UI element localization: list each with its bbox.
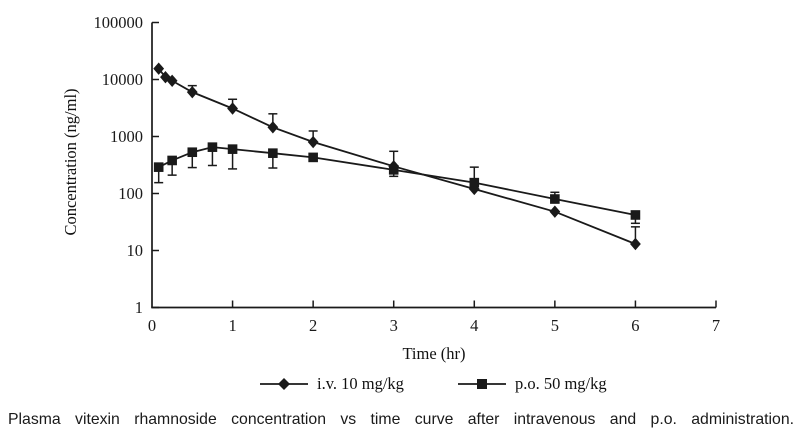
legend-label-po: p.o. 50 mg/kg	[514, 374, 607, 393]
x-axis-title: Time (hr)	[402, 344, 466, 363]
legend-item-po: p.o. 50 mg/kg	[457, 374, 607, 394]
diamond-marker	[227, 102, 238, 115]
legend-label-iv: i.v. 10 mg/kg	[317, 374, 404, 393]
square-marker	[388, 165, 399, 175]
y-tick-label: 100000	[94, 13, 144, 32]
diamond-marker	[630, 237, 641, 251]
y-tick-label: 10	[127, 241, 144, 260]
square-marker	[268, 148, 278, 158]
square-marker	[550, 194, 560, 204]
square-marker	[207, 142, 218, 152]
x-tick-label: 6	[631, 316, 639, 335]
y-tick-label: 10000	[102, 70, 143, 89]
po-series-line	[158, 146, 636, 216]
square-marker	[153, 162, 164, 172]
x-tick-label: 2	[309, 316, 317, 335]
diamond-marker	[468, 182, 480, 196]
square-marker	[227, 144, 238, 154]
legend: i.v. 10 mg/kg p.o. 50 mg/kg	[260, 374, 607, 394]
x-tick-label: 5	[551, 316, 559, 335]
square-marker	[167, 155, 177, 166]
diamond-marker	[267, 121, 279, 134]
diamond-marker	[549, 205, 561, 218]
x-tick-label: 7	[712, 316, 720, 335]
legend-item-iv: i.v. 10 mg/kg	[260, 374, 404, 394]
x-tick-label: 3	[390, 316, 398, 335]
diamond-marker	[166, 74, 178, 87]
y-tick-label: 1000	[110, 127, 143, 146]
iv-diamond-marker-icon	[260, 378, 308, 390]
diamond-marker	[307, 135, 319, 149]
iv-series-line	[157, 68, 636, 245]
square-marker	[187, 147, 198, 158]
square-marker	[469, 177, 480, 188]
x-tick-label: 1	[228, 316, 236, 335]
po-square-marker-icon	[457, 379, 506, 389]
y-tick-label: 1	[135, 298, 143, 317]
x-tick-label: 4	[470, 316, 478, 335]
square-marker	[308, 152, 318, 163]
y-tick-label: 100	[118, 184, 143, 203]
diamond-marker	[186, 85, 198, 99]
square-marker	[630, 210, 641, 220]
y-axis-title: Concentration (ng/ml)	[61, 88, 80, 236]
x-tick-label: 0	[148, 316, 156, 335]
figure-caption: Plasma vitexin rhamnoside concentration …	[8, 411, 794, 428]
diamond-marker	[153, 62, 165, 75]
